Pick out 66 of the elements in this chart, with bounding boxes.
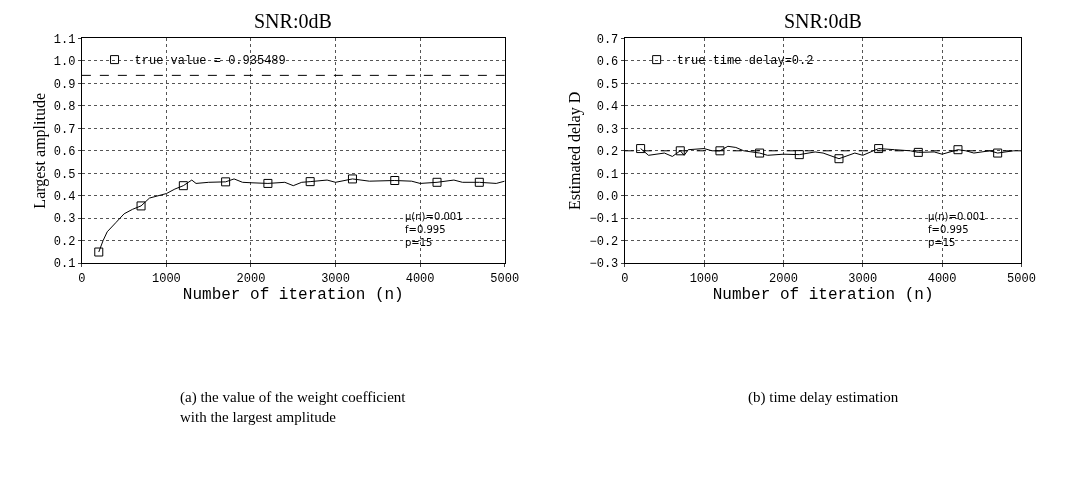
legend-label: true value = 0.935489: [134, 54, 286, 69]
point: [675, 146, 685, 156]
point: [94, 247, 104, 257]
text: (a) the value of the weight coefficient with the largest amplitude: [180, 389, 407, 425]
y-tick-label: 0.3: [596, 122, 619, 137]
annotation: μ(n)=0.001 f=0.995 p=15: [405, 211, 463, 248]
x-tick-label: 5000: [1007, 271, 1036, 286]
y-tick-label: 0.1: [596, 167, 619, 182]
y-tick-label: 0.2: [53, 234, 76, 249]
x-tick-label: 4000: [927, 271, 957, 286]
point: [953, 145, 963, 155]
point: [178, 181, 188, 191]
chart-title: SNR:0dB: [254, 10, 332, 32]
x-tick-label: 3000: [321, 271, 350, 286]
y-axis-title: Largest amplitude: [30, 92, 49, 209]
y-tick-label: 0.4: [596, 100, 619, 115]
point: [794, 150, 804, 160]
x-tick-label: 1000: [152, 271, 181, 286]
y-tick-label: 0.3: [53, 212, 76, 227]
y-tick-label: 0.6: [596, 55, 619, 70]
x-axis-title: Number of iteration (n): [712, 285, 934, 304]
x-tick-label: 4000: [405, 271, 435, 286]
point: [834, 154, 844, 164]
y-tick-label: 0.0: [596, 190, 619, 204]
y-tick-label: 1.1: [53, 32, 76, 47]
point: [136, 201, 146, 211]
y-tick-label: −0.1: [589, 212, 619, 227]
point: [347, 174, 357, 184]
y-tick-label: 0.5: [596, 77, 619, 92]
y-tick-label: 1.0: [53, 55, 76, 70]
y-tick-label: 0.7: [53, 122, 76, 137]
x-tick-label: 1000: [689, 271, 719, 286]
point: [715, 146, 725, 156]
y-tick-label: −0.3: [589, 257, 619, 272]
text: (b) time delay estimation: [748, 389, 899, 406]
y-tick-label: 0.4: [53, 190, 76, 204]
y-tick-label: −0.2: [589, 234, 619, 249]
point: [432, 177, 442, 187]
point: [305, 177, 315, 187]
y-tick-label: 0.8: [53, 100, 76, 115]
annotation: μ(n)=0.001 f=0.995 p=15: [928, 211, 986, 248]
point: [221, 177, 231, 187]
y-tick-label: 0.1: [53, 257, 76, 272]
point: [474, 177, 484, 187]
legend-label: true time delay=0.2: [676, 54, 814, 69]
point: [263, 178, 273, 188]
y-tick-label: 0.7: [596, 32, 619, 47]
y-tick-label: 0.2: [596, 145, 619, 160]
x-axis-title: Number of iteration (n): [182, 285, 404, 304]
point: [390, 176, 400, 185]
point: [874, 144, 884, 154]
y-tick-label: 0.9: [53, 77, 76, 92]
point: [636, 144, 646, 154]
point: [755, 148, 765, 158]
chart-title: SNR:0dB: [784, 10, 862, 32]
x-tick-label: 5000: [490, 271, 520, 286]
x-tick-label: 0: [78, 271, 86, 286]
y-tick-label: 0.5: [53, 167, 76, 182]
x-tick-label: 2000: [236, 271, 266, 286]
x-tick-label: 2000: [769, 271, 798, 286]
x-tick-label: 0: [621, 271, 629, 286]
y-tick-label: 0.6: [53, 145, 76, 160]
x-tick-label: 3000: [848, 271, 878, 286]
point: [993, 148, 1003, 158]
y-axis-title: Estimated delay D: [566, 91, 585, 210]
point: [913, 147, 923, 157]
